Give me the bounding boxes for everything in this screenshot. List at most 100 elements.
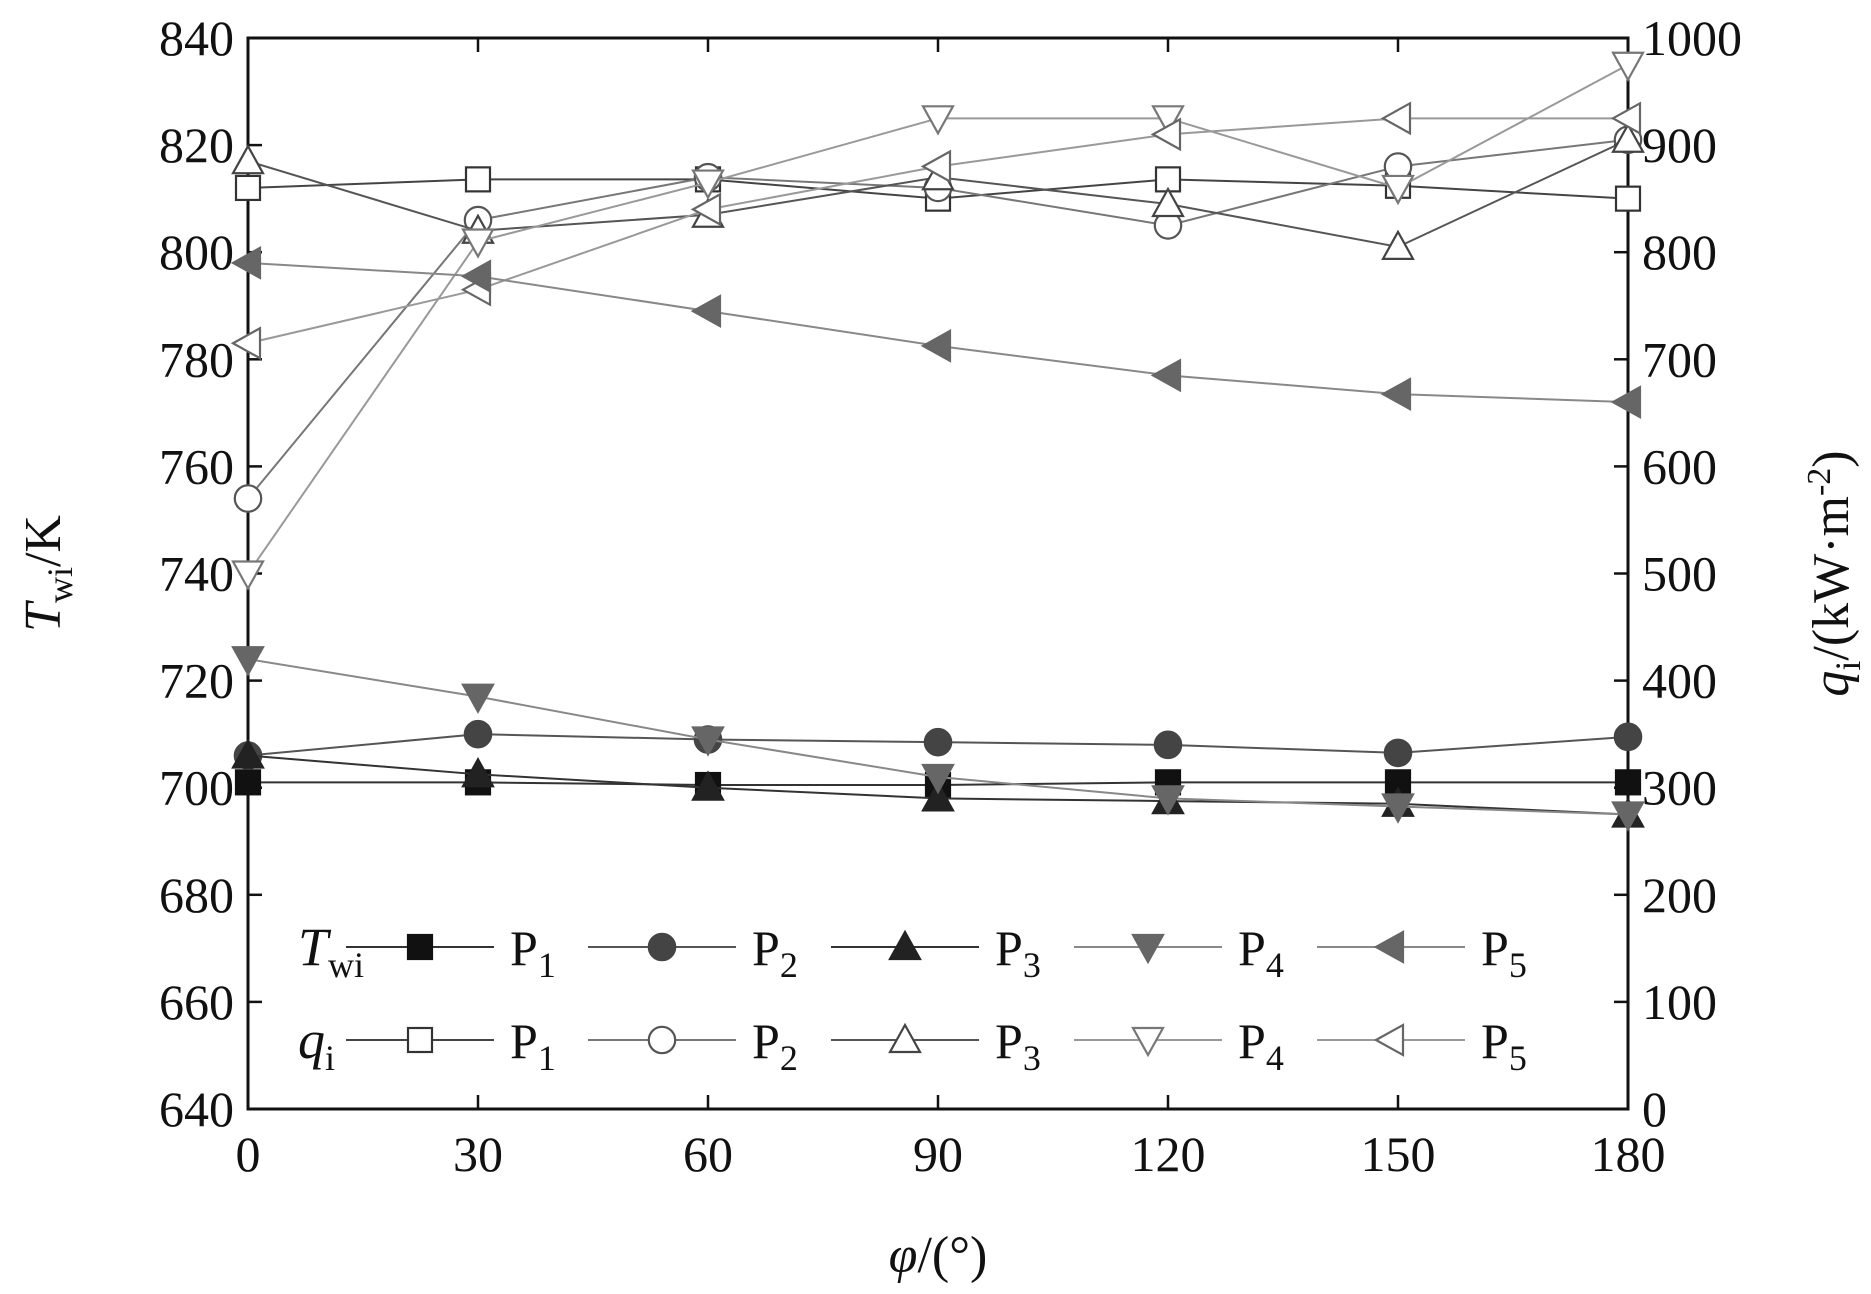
y-right-tick-label: 100 [1642, 974, 1717, 1030]
data-point [1614, 769, 1642, 796]
x-axis-title: φ/(°) [889, 1227, 988, 1284]
data-point [233, 484, 263, 513]
y-left-axis-title: Twi/K [15, 515, 80, 632]
data-point [460, 259, 492, 294]
data-point [1610, 385, 1642, 420]
data-point [1381, 174, 1415, 206]
y-left-tick-label: 760 [159, 438, 234, 494]
y-right-tick-label: 400 [1642, 653, 1717, 709]
data-point [464, 166, 492, 193]
data-point [921, 781, 955, 812]
series [230, 51, 1645, 832]
data-point [690, 294, 722, 328]
data-point [691, 726, 725, 757]
data-point [1611, 51, 1645, 83]
data-point [1380, 101, 1412, 136]
y-right-tick-label: 300 [1642, 760, 1717, 816]
data-point [1153, 730, 1183, 760]
y-right-tick-label: 1000 [1642, 10, 1742, 66]
data-point [461, 757, 495, 788]
data-point [923, 727, 953, 757]
data-point [1611, 122, 1645, 153]
x-tick-label: 30 [453, 1126, 503, 1182]
x-tick-label: 90 [913, 1126, 963, 1182]
y-right-tick-label: 500 [1642, 546, 1717, 602]
y-left-tick-label: 740 [159, 546, 234, 602]
data-point [920, 329, 952, 363]
series-T_wi-P5 [230, 246, 1642, 420]
y-right-tick-label: 700 [1642, 331, 1717, 387]
data-point [231, 143, 265, 175]
data-point [231, 646, 265, 677]
data-point [920, 149, 952, 184]
data-point [230, 246, 262, 280]
series-q_i-P4 [231, 51, 1645, 591]
y-right-tick-label: 900 [1642, 117, 1717, 173]
data-point [1613, 722, 1643, 752]
data-point [1614, 185, 1642, 212]
y-left-tick-label: 700 [159, 760, 234, 816]
data-point [234, 174, 262, 202]
legend-marker [406, 933, 434, 961]
y-right-tick-label: 0 [1642, 1081, 1667, 1137]
x-tick-label: 60 [683, 1126, 733, 1182]
data-point [1380, 377, 1412, 411]
legend-marker [888, 1022, 922, 1054]
data-point [1381, 793, 1415, 824]
legend-label: P4 [1238, 1013, 1284, 1078]
data-point [1151, 186, 1185, 218]
legend-label: P1 [510, 920, 556, 985]
legend-marker [647, 932, 677, 962]
data-point [691, 770, 725, 801]
y-left-tick-label: 780 [159, 331, 234, 387]
legend-group-label: qi [298, 1010, 335, 1078]
data-point [1154, 166, 1182, 193]
legend-label: P5 [1481, 920, 1527, 985]
data-point [1151, 785, 1185, 816]
data-point [234, 769, 262, 796]
legend-marker [1373, 930, 1405, 964]
legend-label: P1 [510, 1013, 556, 1078]
x-tick-label: 150 [1361, 1126, 1436, 1182]
legend-label: P4 [1238, 920, 1284, 985]
legend-marker [406, 1026, 434, 1054]
data-point [231, 738, 265, 769]
data-point [461, 683, 495, 714]
data-point [461, 228, 495, 259]
y-left-tick-label: 680 [159, 867, 234, 923]
data-point [921, 763, 955, 795]
y-left-tick-label: 800 [159, 224, 234, 280]
series-T_wi-P2 [233, 719, 1643, 770]
data-point [1611, 801, 1645, 832]
y-right-axis-title: qi/(kW·m-2) [1801, 450, 1868, 696]
data-point [1150, 358, 1182, 393]
legend-group-label: Twi [298, 917, 364, 985]
data-point [1610, 101, 1642, 136]
y-left-tick-label: 660 [159, 974, 234, 1030]
y-left-tick-label: 820 [159, 117, 234, 173]
legend-label: P3 [995, 920, 1041, 985]
legend: Twi P1 P2 P3 P4 P5 qi P1 P2 P3 P4 P5 [298, 917, 1527, 1078]
data-point [1151, 105, 1185, 136]
data-point [230, 326, 262, 361]
y-right-tick-label: 200 [1642, 867, 1717, 923]
x-tick-label: 120 [1131, 1126, 1206, 1182]
axis-titles: φ/(°) Twi/K qi/(kW·m-2) [15, 450, 1868, 1284]
y-left-tick-label: 640 [159, 1081, 234, 1137]
data-point [921, 105, 955, 136]
legend-label: P5 [1481, 1013, 1527, 1078]
legend-marker [888, 929, 922, 961]
ticks: 0 30 60 90 120 150 180 640 660 680 700 720 740 760 780… [159, 10, 1742, 1182]
legend-label: P3 [995, 1013, 1041, 1078]
data-point [1383, 738, 1413, 768]
x-tick-label: 180 [1591, 1126, 1666, 1182]
y-left-tick-label: 840 [159, 10, 234, 66]
legend-label: P2 [752, 1013, 798, 1078]
series-T_wi-P4 [231, 646, 1645, 832]
legend-marker [1131, 1026, 1165, 1058]
y-right-tick-label: 600 [1642, 438, 1717, 494]
legend-marker [1131, 933, 1165, 965]
y-left-tick-label: 720 [159, 653, 234, 709]
legend-label: P2 [752, 920, 798, 985]
